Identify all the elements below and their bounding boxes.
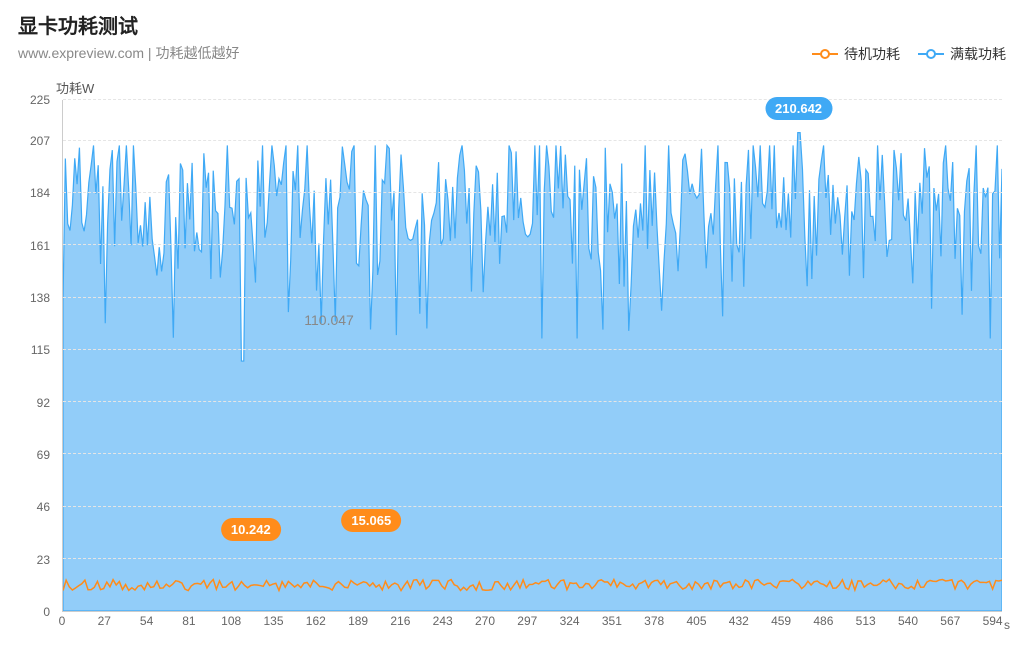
x-tick: 567 xyxy=(940,614,960,628)
x-tick: 54 xyxy=(140,614,153,628)
y-tick: 138 xyxy=(30,291,50,305)
annotation-bubble: 210.642 xyxy=(765,97,832,120)
x-tick: 540 xyxy=(898,614,918,628)
y-tick: 225 xyxy=(30,93,50,107)
chart-title: 显卡功耗测试 xyxy=(18,10,1006,39)
chart-area: 功耗W 023466992115138161184207225 110.0471… xyxy=(18,82,1006,642)
x-tick: 108 xyxy=(221,614,241,628)
y-tick: 184 xyxy=(30,186,50,200)
x-tick: 216 xyxy=(390,614,410,628)
x-tick: 297 xyxy=(517,614,537,628)
legend-item-idle: 待机功耗 xyxy=(812,44,900,64)
x-tick: 27 xyxy=(98,614,111,628)
x-tick: 378 xyxy=(644,614,664,628)
annotation-plain: 110.047 xyxy=(304,312,354,328)
x-axis: 0 27 54 81 108 135 162 189 216 243 270 297 324 351 378… xyxy=(62,614,1002,632)
y-axis-title: 功耗W xyxy=(56,78,94,97)
legend-swatch-icon xyxy=(812,48,838,60)
x-tick: 351 xyxy=(602,614,622,628)
y-tick: 46 xyxy=(37,500,50,514)
x-tick: 513 xyxy=(856,614,876,628)
y-tick: 23 xyxy=(37,553,50,567)
x-tick: 486 xyxy=(813,614,833,628)
annotation-bubble: 10.242 xyxy=(221,518,281,541)
x-tick: 459 xyxy=(771,614,791,628)
x-tick: 405 xyxy=(686,614,706,628)
x-tick: 324 xyxy=(560,614,580,628)
y-axis: 023466992115138161184207225 xyxy=(18,100,56,612)
x-tick: 135 xyxy=(263,614,283,628)
x-tick: 162 xyxy=(306,614,326,628)
legend: 待机功耗 满载功耗 xyxy=(812,44,1006,64)
legend-swatch-icon xyxy=(918,48,944,60)
y-tick: 161 xyxy=(30,239,50,253)
plot-region: 110.047 10.242 15.065 210.642 xyxy=(62,100,1002,612)
annotation-bubble: 15.065 xyxy=(341,509,401,532)
x-tick: 243 xyxy=(433,614,453,628)
y-tick: 69 xyxy=(37,448,50,462)
x-tick: 432 xyxy=(729,614,749,628)
x-tick: 189 xyxy=(348,614,368,628)
series-svg xyxy=(63,100,1002,611)
x-axis-unit: s xyxy=(1004,618,1010,632)
y-tick: 115 xyxy=(31,343,50,357)
y-tick: 207 xyxy=(30,134,50,148)
x-tick: 594 xyxy=(983,614,1003,628)
legend-label: 待机功耗 xyxy=(844,44,900,64)
legend-label: 满载功耗 xyxy=(950,44,1006,64)
y-tick: 0 xyxy=(43,605,50,619)
x-tick: 270 xyxy=(475,614,495,628)
x-tick: 0 xyxy=(59,614,66,628)
legend-item-full: 满载功耗 xyxy=(918,44,1006,64)
series-full-load xyxy=(63,133,1002,611)
x-tick: 81 xyxy=(182,614,195,628)
y-tick: 92 xyxy=(37,396,50,410)
